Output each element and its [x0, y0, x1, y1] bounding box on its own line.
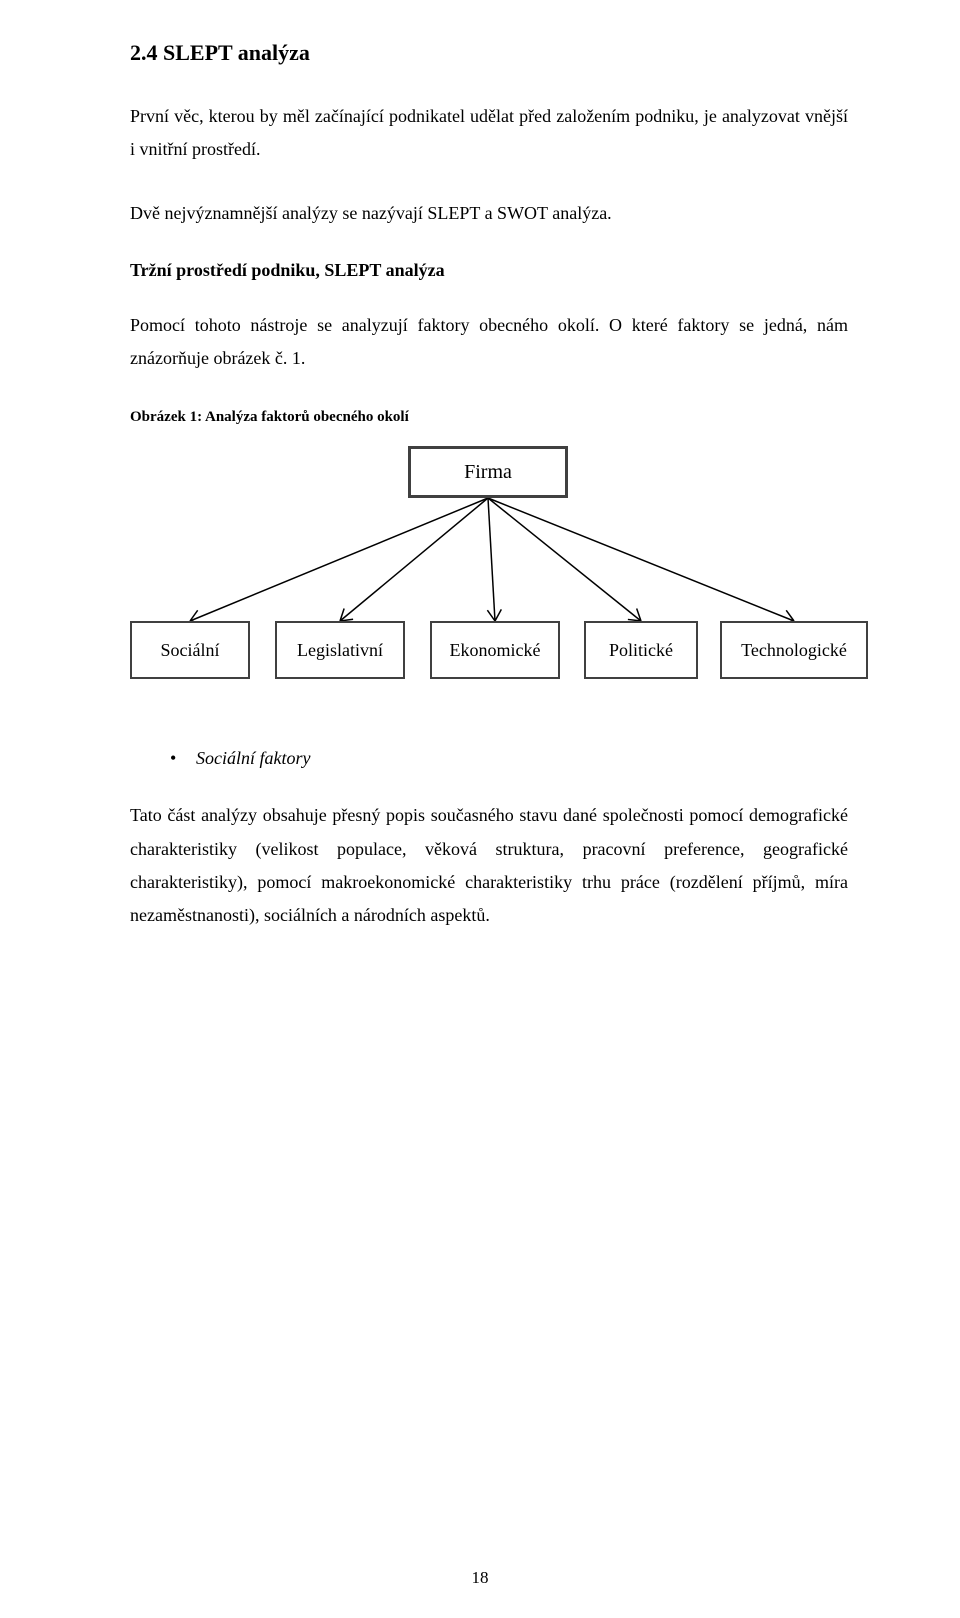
diagram-leaf-node: Politické: [584, 621, 698, 679]
paragraph: Pomocí tohoto nástroje se analyzují fakt…: [130, 309, 848, 376]
diagram-leaf-node: Technologické: [720, 621, 868, 679]
figure-caption: Obrázek 1: Analýza faktorů obecného okol…: [130, 409, 848, 426]
page-number: 18: [0, 1568, 960, 1588]
paragraph: První věc, kterou by měl začínající podn…: [130, 100, 848, 167]
page: 2.4 SLEPT analýza První věc, kterou by m…: [0, 0, 960, 1618]
diagram-root-node: Firma: [408, 446, 568, 498]
paragraph: Tato část analýzy obsahuje přesný popis …: [130, 799, 848, 932]
section-heading: 2.4 SLEPT analýza: [130, 40, 848, 66]
subheading: Tržní prostředí podniku, SLEPT analýza: [130, 260, 848, 281]
diagram-leaf-node: Ekonomické: [430, 621, 560, 679]
diagram-leaf-node: Sociální: [130, 621, 250, 679]
paragraph: Dvě nejvýznamnější analýzy se nazývají S…: [130, 197, 848, 230]
diagram: Firma Sociální Legislativní Ekonomické Polit…: [130, 436, 850, 696]
diagram-leaf-node: Legislativní: [275, 621, 405, 679]
bullet-item: Sociální faktory: [170, 748, 848, 769]
